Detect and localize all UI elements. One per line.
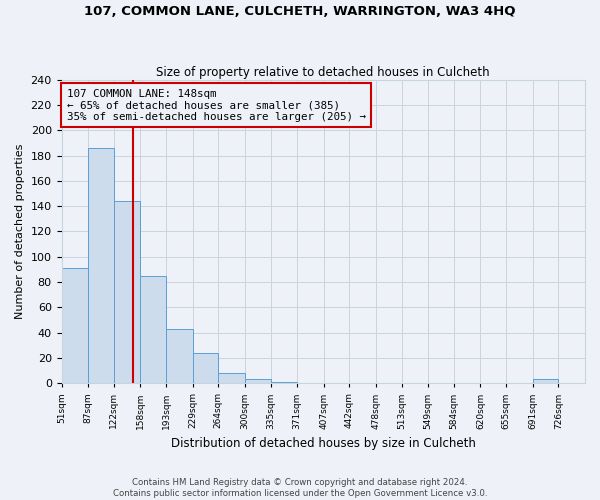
Bar xyxy=(62,268,88,384)
Bar xyxy=(245,380,271,384)
Y-axis label: Number of detached properties: Number of detached properties xyxy=(15,144,25,319)
X-axis label: Distribution of detached houses by size in Culcheth: Distribution of detached houses by size … xyxy=(171,437,476,450)
Bar xyxy=(585,378,600,384)
Bar xyxy=(114,201,140,384)
Bar xyxy=(193,353,218,384)
Title: Size of property relative to detached houses in Culcheth: Size of property relative to detached ho… xyxy=(157,66,490,78)
Bar xyxy=(166,329,193,384)
Bar xyxy=(88,148,114,384)
Text: 107 COMMON LANE: 148sqm
← 65% of detached houses are smaller (385)
35% of semi-d: 107 COMMON LANE: 148sqm ← 65% of detache… xyxy=(67,89,366,122)
Bar xyxy=(271,382,297,384)
Bar xyxy=(533,380,559,384)
Text: 107, COMMON LANE, CULCHETH, WARRINGTON, WA3 4HQ: 107, COMMON LANE, CULCHETH, WARRINGTON, … xyxy=(84,5,516,18)
Bar xyxy=(218,373,245,384)
Bar xyxy=(140,276,166,384)
Text: Contains HM Land Registry data © Crown copyright and database right 2024.
Contai: Contains HM Land Registry data © Crown c… xyxy=(113,478,487,498)
